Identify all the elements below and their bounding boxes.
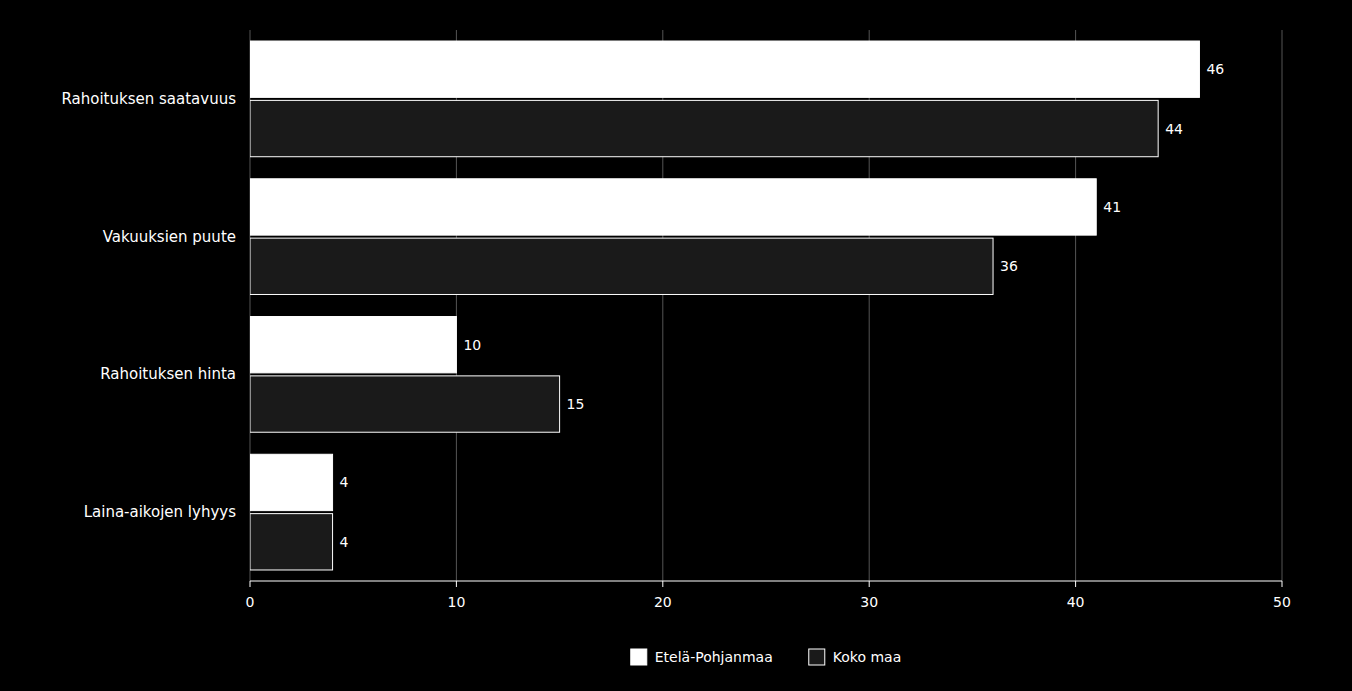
tick-mark [662,581,663,587]
category-label: Laina-aikojen lyhyys [84,503,236,521]
tick-mark [456,581,457,587]
data-label: 10 [463,337,481,353]
tick-label: 50 [1273,594,1291,610]
bar [250,454,333,510]
data-label: 46 [1206,61,1224,77]
bar [250,376,560,432]
category-label: Rahoituksen hinta [100,365,236,383]
bar [250,317,456,373]
legend-item: Koko maa [809,649,901,665]
tick-label: 30 [860,594,878,610]
legend-swatch [809,649,825,665]
grid-line [1282,30,1283,581]
tick-label: 40 [1067,594,1085,610]
bar [250,100,1158,156]
bar [250,179,1096,235]
bars [250,41,1199,570]
grid [250,30,1282,581]
tick-mark [1075,581,1076,587]
legend-swatch [631,649,647,665]
legend: Etelä-Pohjanmaa Koko maa [631,649,901,665]
data-label: 36 [1000,258,1018,274]
tick-label: 10 [447,594,465,610]
chart-container: 0102030405046444136101544Rahoituksen saa… [0,0,1352,691]
legend-label: Koko maa [833,649,901,665]
legend-label: Etelä-Pohjanmaa [655,649,773,665]
bar [250,238,993,294]
data-labels: 46444136101544 [340,61,1225,550]
tick-label: 20 [654,594,672,610]
chart: 0102030405046444136101544Rahoituksen saa… [0,0,1352,691]
bar [250,41,1199,97]
data-label: 41 [1103,199,1121,215]
data-label: 4 [340,534,349,550]
tick-mark [869,581,870,587]
tick-mark [250,581,251,587]
category-label: Vakuuksien puute [103,228,236,246]
x-axis-line [250,581,1282,582]
bar [250,514,333,570]
data-label: 44 [1165,121,1183,137]
tick-mark [1282,581,1283,587]
legend-item: Etelä-Pohjanmaa [631,649,773,665]
background [0,0,1352,691]
tick-label: 0 [246,594,255,610]
data-label: 15 [567,396,585,412]
category-label: Rahoituksen saatavuus [61,90,236,108]
data-label: 4 [340,474,349,490]
